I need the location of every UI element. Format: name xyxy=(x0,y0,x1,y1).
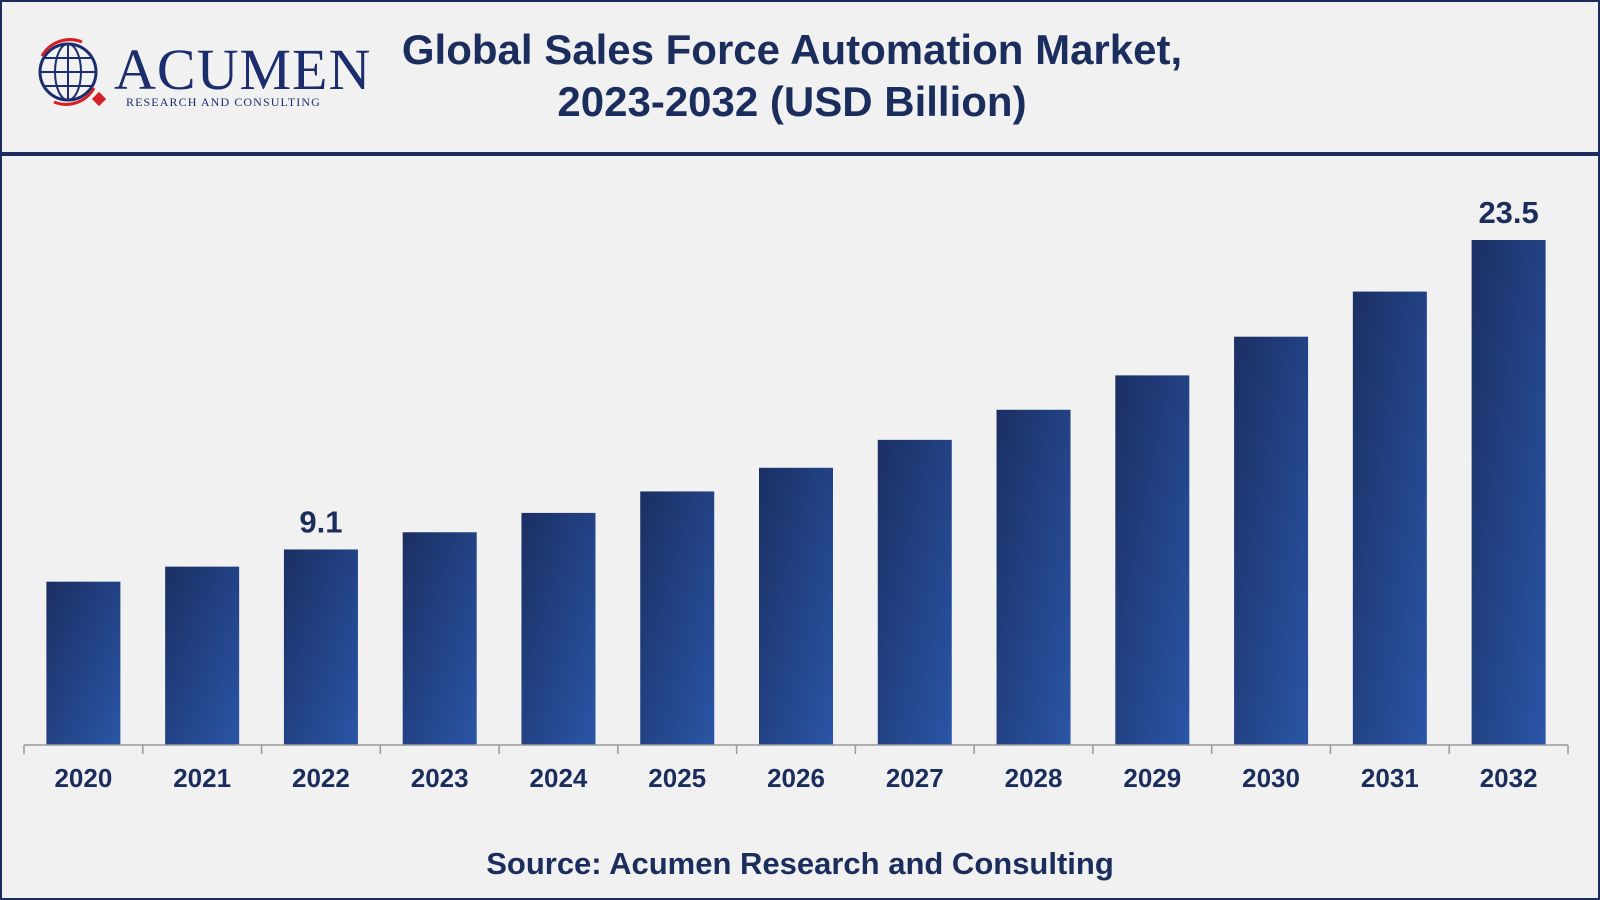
bar-2026 xyxy=(759,467,833,745)
x-tick-label-2025: 2025 xyxy=(648,763,706,793)
logo-wordmark: ACUMEN xyxy=(114,37,372,102)
chart-title: Global Sales Force Automation Market, 20… xyxy=(352,24,1232,128)
x-tick-label-2031: 2031 xyxy=(1361,763,1419,793)
bar-2027 xyxy=(877,439,952,745)
bar-2032 xyxy=(1471,240,1546,745)
source-note: Source: Acumen Research and Consulting xyxy=(486,846,1114,881)
x-tick-label-2022: 2022 xyxy=(292,763,350,793)
bars-group xyxy=(46,240,1546,745)
bar-2031 xyxy=(1352,291,1427,745)
title-line-2: 2023-2032 (USD Billion) xyxy=(557,78,1027,125)
x-tick-label-2024: 2024 xyxy=(530,763,588,793)
bar-2030 xyxy=(1234,336,1309,745)
bar-2020 xyxy=(46,581,121,745)
data-label-2022: 9.1 xyxy=(299,504,342,539)
bar-2024 xyxy=(521,512,596,745)
x-tick-label-2030: 2030 xyxy=(1242,763,1300,793)
x-tick-label-2026: 2026 xyxy=(767,763,825,793)
x-tick-label-2032: 2032 xyxy=(1480,763,1538,793)
globe-icon xyxy=(38,38,106,107)
x-tick-label-2023: 2023 xyxy=(411,763,469,793)
title-line-1: Global Sales Force Automation Market, xyxy=(401,26,1183,73)
x-tick-label-2021: 2021 xyxy=(173,763,231,793)
acumen-logo: ACUMEN RESEARCH AND CONSULTING xyxy=(34,36,370,116)
x-tick-label-2028: 2028 xyxy=(1005,763,1063,793)
x-tick-labels: 2020 2021 2022 2023 2024 2025 2026 2027 2028 2029… xyxy=(54,763,1537,793)
x-tick-label-2020: 2020 xyxy=(54,763,112,793)
bar-2023 xyxy=(402,532,477,745)
bar-2029 xyxy=(1115,375,1190,745)
bar-2028 xyxy=(996,409,1071,745)
data-label-2032: 23.5 xyxy=(1478,195,1538,230)
bar-2022 xyxy=(283,549,358,745)
bar-2025 xyxy=(640,491,715,745)
bar-2021 xyxy=(165,566,240,745)
x-tick-label-2029: 2029 xyxy=(1123,763,1181,793)
data-labels: 9.1 23.5 xyxy=(299,195,1538,539)
header: ACUMEN RESEARCH AND CONSULTING Global Sa… xyxy=(2,2,1598,156)
x-tick-label-2027: 2027 xyxy=(886,763,944,793)
logo-tagline: RESEARCH AND CONSULTING xyxy=(126,95,321,109)
x-axis xyxy=(23,744,1569,754)
